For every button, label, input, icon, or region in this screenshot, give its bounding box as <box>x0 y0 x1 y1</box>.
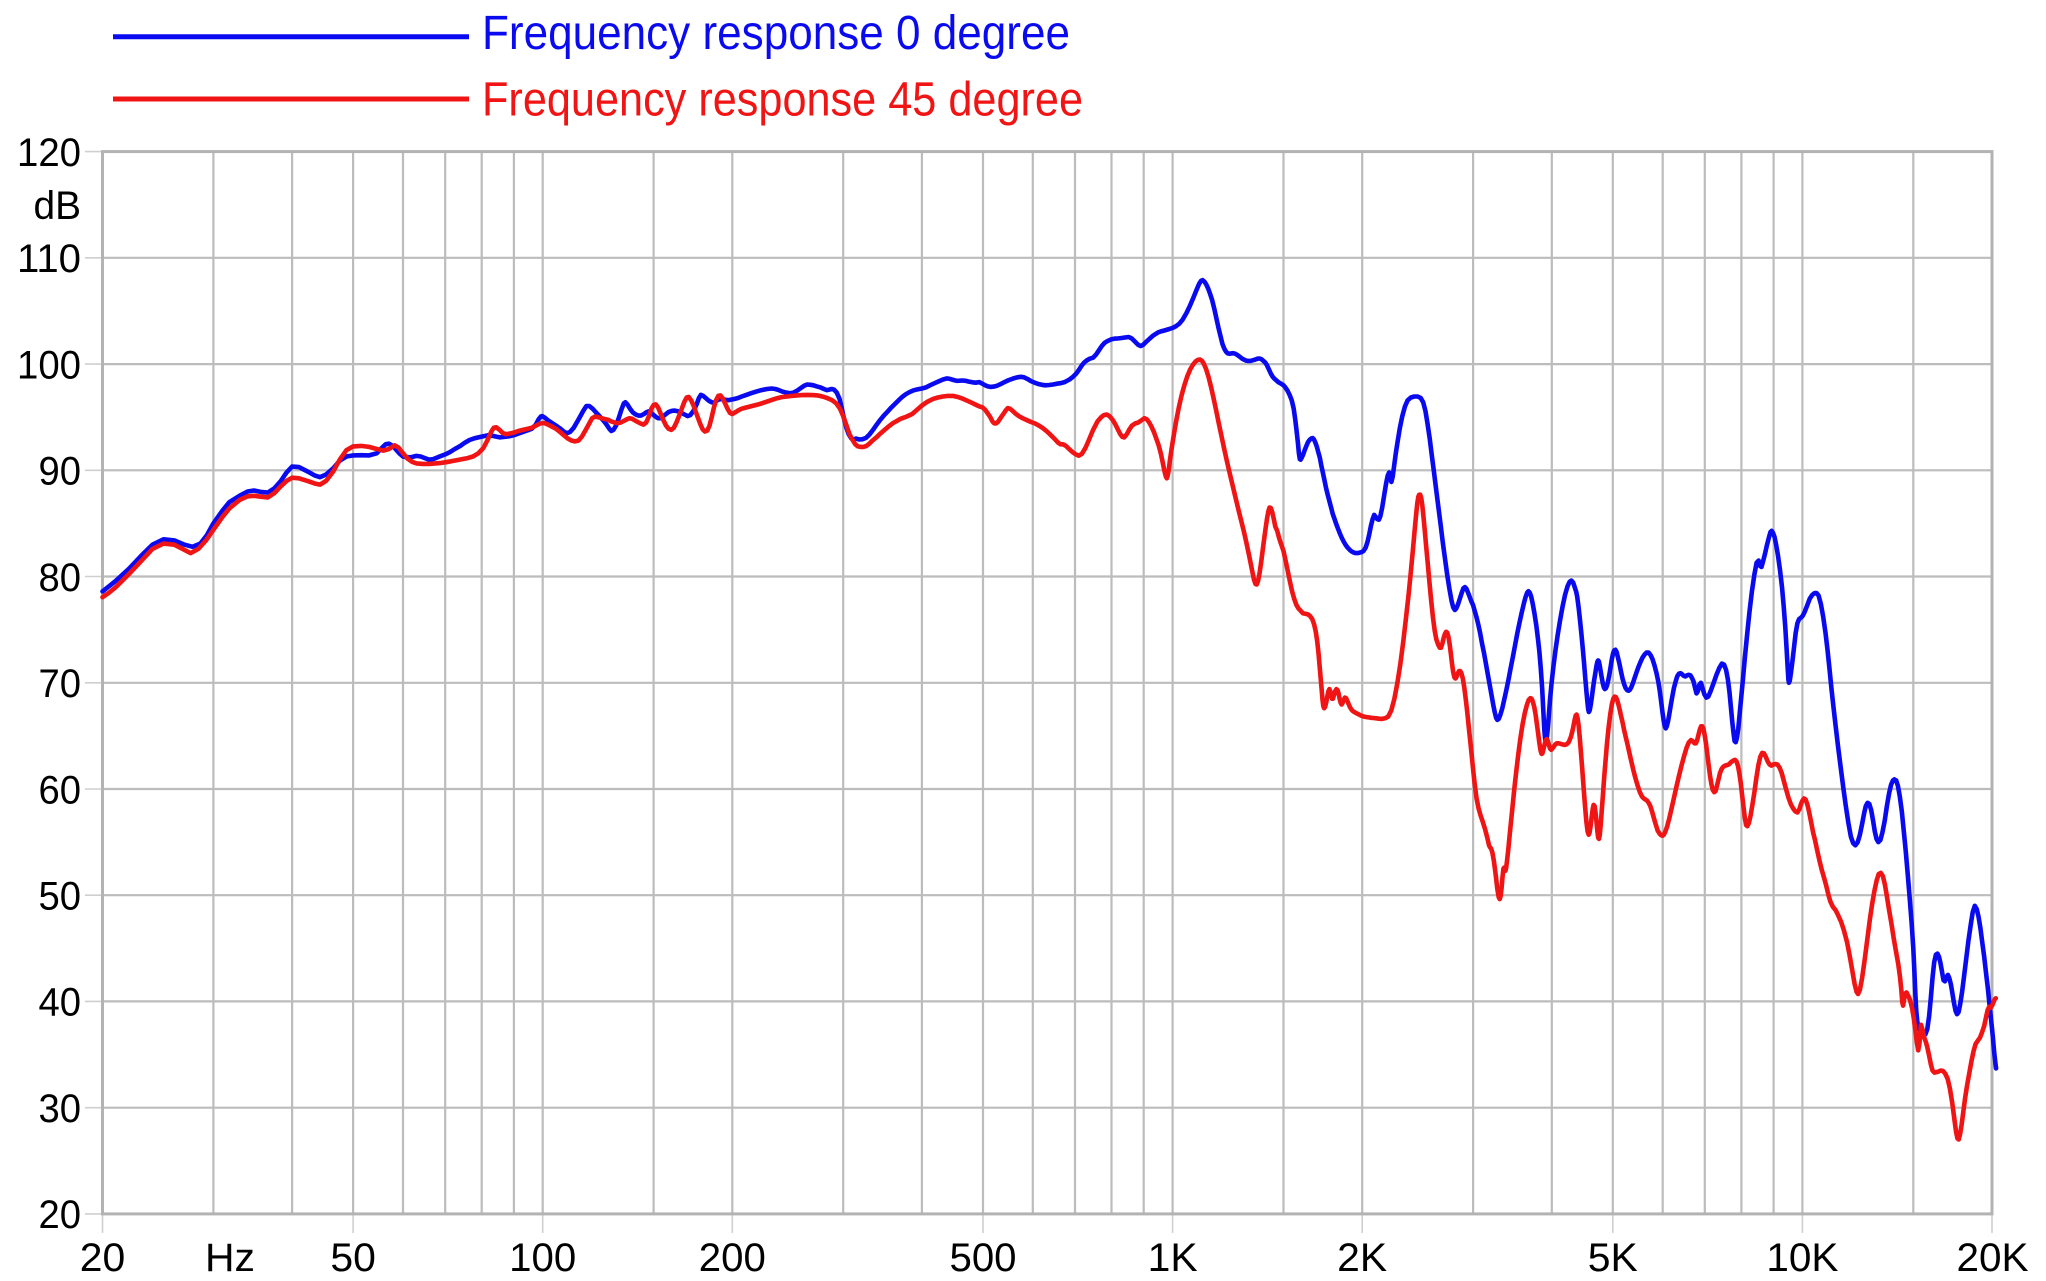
svg-text:50: 50 <box>39 875 82 919</box>
svg-text:5K: 5K <box>1588 1236 1638 1280</box>
svg-text:2K: 2K <box>1337 1236 1387 1280</box>
svg-text:200: 200 <box>699 1236 766 1280</box>
svg-text:80: 80 <box>39 556 82 600</box>
svg-text:120: 120 <box>17 131 81 175</box>
svg-text:dB: dB <box>34 184 82 228</box>
svg-text:10K: 10K <box>1766 1236 1838 1280</box>
svg-text:100: 100 <box>509 1236 576 1280</box>
svg-text:110: 110 <box>17 237 81 281</box>
svg-text:Frequency response 0 degree: Frequency response 0 degree <box>482 7 1070 60</box>
svg-text:90: 90 <box>39 450 82 494</box>
svg-text:60: 60 <box>39 768 82 812</box>
svg-text:500: 500 <box>950 1236 1017 1280</box>
svg-text:20K: 20K <box>1957 1236 2029 1280</box>
svg-text:40: 40 <box>39 981 82 1025</box>
svg-text:100: 100 <box>17 343 81 387</box>
svg-text:30: 30 <box>39 1087 82 1131</box>
svg-text:20: 20 <box>80 1236 126 1280</box>
svg-text:Frequency response 45 degree: Frequency response 45 degree <box>482 73 1083 126</box>
svg-text:20: 20 <box>39 1193 82 1237</box>
svg-text:1K: 1K <box>1148 1236 1198 1280</box>
svg-text:50: 50 <box>330 1236 376 1280</box>
svg-text:Hz: Hz <box>205 1236 255 1280</box>
svg-text:70: 70 <box>39 662 82 706</box>
